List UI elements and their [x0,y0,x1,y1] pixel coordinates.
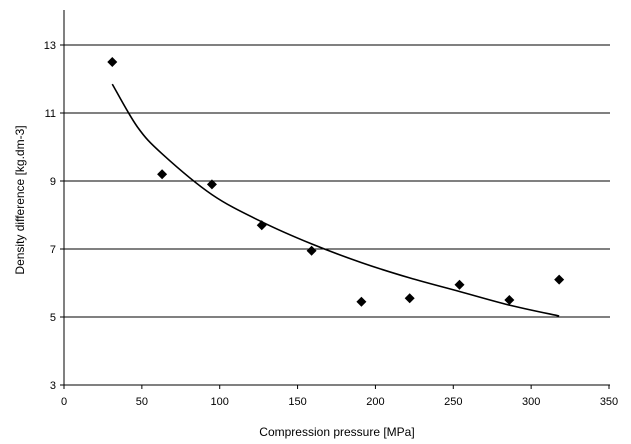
x-axis-title: Compression pressure [MPa] [259,425,414,439]
y-tick-label: 13 [44,40,56,52]
data-point-diamond [107,57,118,67]
y-tick-label: 7 [50,244,56,256]
trendline [111,83,560,317]
y-tick-label: 5 [50,312,56,324]
data-point-diamond [404,293,415,304]
data-point-diamond [356,296,367,307]
y-axis-ticks: 3 5 7 9 11 13 [44,40,64,392]
data-point-diamond [454,279,465,290]
x-tick-label: 0 [61,396,67,408]
data-points [107,57,565,307]
x-tick-label: 300 [522,396,540,408]
data-point-diamond [206,179,217,190]
x-tick-label: 100 [211,396,229,408]
data-point-diamond [157,169,168,180]
x-tick-label: 250 [444,396,462,408]
y-tick-label: 11 [45,108,56,120]
x-tick-label: 350 [600,396,618,408]
x-tick-label: 150 [288,396,306,408]
data-point-diamond [256,220,267,231]
y-tick-label: 9 [50,176,56,188]
data-point-diamond [504,295,515,305]
gridlines [64,44,610,318]
x-tick-label: 50 [136,396,148,408]
x-tick-label: 200 [366,396,384,408]
data-point-diamond [554,274,565,285]
data-point-diamond [306,245,317,256]
x-axis-ticks: 0 50 100 150 200 250 300 350 [61,385,618,408]
y-tick-label: 3 [50,380,56,392]
y-axis-title: Density difference [kg.dm-3] [13,125,27,274]
